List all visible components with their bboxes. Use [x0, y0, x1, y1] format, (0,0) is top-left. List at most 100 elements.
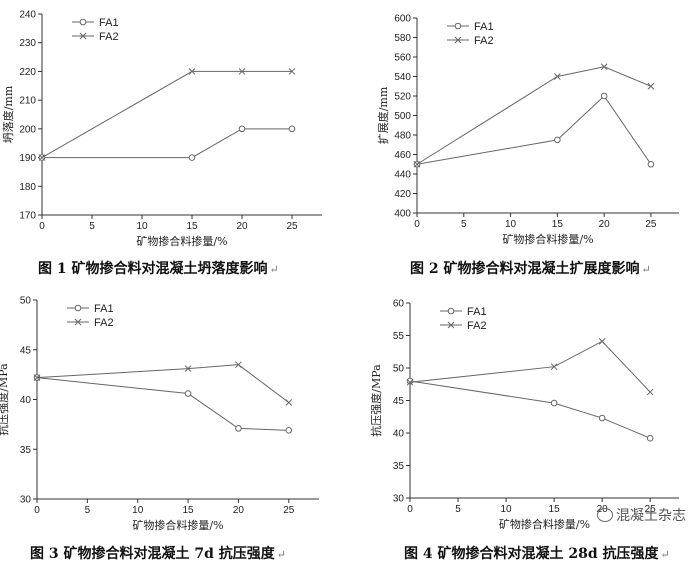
data-point-fa1 — [600, 92, 608, 100]
y-tick-label: 460 — [394, 150, 411, 161]
series-line-fa2 — [36, 364, 290, 403]
data-point-fa1 — [235, 425, 242, 432]
chart-3: 0 5 10 15 20 25 30 35 40 45 50 矿物掺合料掺量/% 抗压强度/MPa FA1… — [0, 296, 319, 532]
data-point-fa2 — [285, 399, 293, 406]
x-axis-label: 矿物掺合料掺量/% — [136, 234, 227, 248]
data-point-fa2 — [598, 337, 606, 345]
x-tick-label: 15 — [186, 221, 198, 232]
data-point-fa1 — [646, 434, 654, 442]
legend-label-fa1: FA1 — [99, 17, 119, 29]
legend-label-fa2: FA2 — [94, 317, 114, 329]
data-point-fa2 — [38, 154, 46, 161]
x-axis-label: 矿物掺合料掺量/% — [502, 232, 593, 246]
data-point-fa2 — [184, 365, 192, 373]
x-tick-label: 0 — [39, 221, 45, 232]
series-line-fa2 — [41, 70, 292, 159]
legend-marker-fa1 — [454, 22, 462, 30]
series-line-fa1 — [36, 377, 289, 431]
series-line-fa1 — [42, 128, 292, 159]
y-axis-label: 抗压强度/MPa — [0, 363, 10, 436]
data-point-fa1 — [238, 125, 246, 133]
y-axis-label: 扩展度/mm — [376, 86, 390, 144]
data-point-fa2 — [288, 68, 296, 75]
legend-label-fa2: FA2 — [474, 35, 494, 47]
legend-marker-fa2 — [74, 318, 82, 326]
legend-marker-fa2 — [79, 32, 87, 40]
data-point-fa2 — [600, 63, 608, 71]
y-tick-label: 55 — [393, 331, 405, 342]
legend-label-fa1: FA1 — [474, 21, 494, 33]
data-point-fa1 — [550, 399, 558, 407]
series-line-fa2 — [416, 66, 652, 165]
y-tick-label: 40 — [20, 395, 32, 406]
x-tick-label: 0 — [407, 504, 413, 515]
caption-chart-4: 图 4 矿物掺合料对混凝土 28d 抗压强度 ↵ — [404, 546, 670, 562]
x-tick-label: 20 — [233, 505, 245, 516]
x-tick-label: 20 — [599, 219, 611, 230]
data-point-fa2 — [646, 388, 654, 396]
x-tick-label: 5 — [89, 221, 95, 232]
y-tick-label: 170 — [19, 211, 36, 222]
y-tick-label: 210 — [19, 96, 36, 107]
legend-marker-fa1 — [79, 18, 87, 26]
x-tick-label: 15 — [183, 505, 195, 516]
x-tick-label: 15 — [552, 219, 564, 230]
data-point-fa2 — [33, 374, 41, 381]
watermark: 混凝土杂志 — [597, 505, 686, 525]
x-axis-label: 矿物掺合料掺量/% — [499, 517, 590, 531]
legend-marker-fa2 — [454, 36, 462, 44]
y-tick-label: 240 — [19, 10, 36, 21]
y-tick-label: 480 — [394, 131, 411, 142]
chart-1: 0 5 10 15 20 25 170 180 190 200 210 220 230 240 矿物掺合料掺… — [1, 10, 322, 248]
y-tick-label: 200 — [19, 124, 36, 135]
y-tick-label: 420 — [394, 189, 411, 200]
legend-label-fa1: FA1 — [467, 306, 487, 318]
y-tick-label: 220 — [19, 67, 36, 78]
data-point-fa2 — [554, 73, 561, 80]
x-tick-label: 5 — [85, 505, 91, 516]
y-tick-label: 45 — [20, 345, 32, 356]
data-point-fa2 — [238, 68, 246, 75]
x-tick-label: 10 — [136, 221, 148, 232]
x-tick-label: 10 — [501, 504, 513, 515]
y-tick-label: 600 — [394, 14, 411, 25]
legend-marker-fa1 — [447, 307, 455, 315]
x-tick-label: 25 — [645, 219, 657, 230]
x-tick-label: 20 — [236, 221, 248, 232]
y-tick-label: 440 — [394, 170, 411, 181]
y-tick-label: 30 — [20, 495, 32, 506]
y-tick-label: 35 — [393, 461, 405, 472]
x-tick-label: 10 — [505, 219, 517, 230]
data-point-fa2 — [550, 363, 558, 371]
data-point-fa2 — [406, 378, 414, 386]
x-tick-label: 0 — [414, 219, 420, 230]
series-line-fa1 — [416, 95, 652, 165]
x-tick-label: 5 — [461, 219, 467, 230]
y-tick-label: 560 — [394, 53, 411, 64]
data-point-fa2 — [235, 361, 242, 369]
data-point-fa1 — [288, 125, 296, 133]
y-tick-label: 400 — [394, 209, 411, 220]
x-tick-label: 25 — [283, 505, 295, 516]
caption-chart-3: 图 3 矿物掺合料对混凝土 7d 抗压强度 ↵ — [30, 546, 286, 562]
y-tick-label: 50 — [393, 364, 405, 375]
x-tick-label: 5 — [455, 504, 461, 515]
data-point-fa1 — [554, 136, 561, 144]
data-point-fa1 — [285, 427, 293, 434]
legend-marker-fa2 — [447, 321, 455, 329]
series-line-fa2 — [409, 340, 651, 393]
series-line-fa1 — [409, 380, 651, 439]
y-tick-label: 520 — [394, 92, 411, 103]
chart-2: 0 5 10 15 20 25 400 420 440 460 480 500 520 540 560 580… — [376, 14, 679, 246]
y-tick-label: 50 — [20, 296, 32, 307]
legend-marker-fa1 — [74, 304, 82, 312]
y-tick-label: 45 — [393, 396, 405, 407]
y-tick-label: 500 — [394, 111, 411, 122]
x-tick-label: 25 — [645, 504, 657, 515]
data-point-fa2 — [647, 82, 655, 90]
data-point-fa2 — [188, 68, 196, 75]
data-point-fa1 — [188, 154, 196, 161]
legend-label-fa1: FA1 — [94, 303, 114, 315]
caption-chart-1: 图 1 矿物掺合料对混凝土坍落度影响 ↵ — [38, 261, 279, 277]
